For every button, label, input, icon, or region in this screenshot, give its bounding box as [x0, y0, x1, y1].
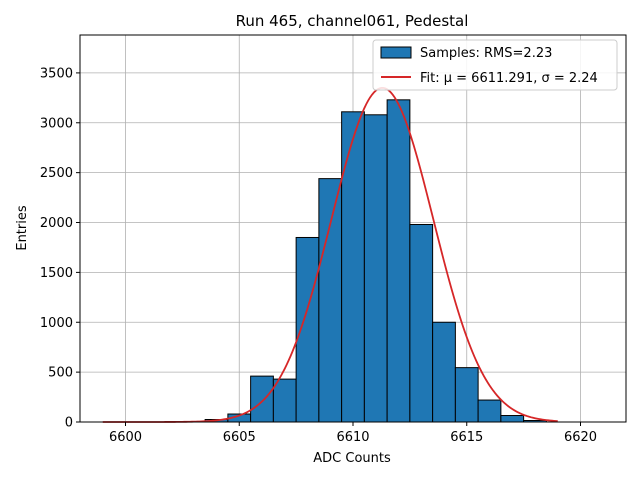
y-tick-label: 0 [65, 416, 73, 431]
histogram-bar [500, 415, 525, 423]
y-axis-label: Entries [15, 205, 30, 251]
x-tick-label: 6620 [564, 430, 597, 445]
x-tick-label: 6600 [109, 430, 142, 445]
histogram-bar [386, 99, 411, 423]
y-tick-label: 2000 [40, 216, 73, 231]
legend: Samples: RMS=2.23 Fit: μ = 6611.291, σ =… [372, 39, 618, 91]
histogram-bar [409, 224, 434, 423]
histogram-bar [341, 111, 365, 423]
x-axis-label: ADC Counts [313, 451, 391, 466]
histogram-bar [318, 178, 343, 423]
histogram-bar [363, 114, 388, 423]
legend-swatch-samples [380, 46, 412, 59]
y-tick-label: 3500 [40, 66, 73, 81]
histogram-bar [250, 375, 274, 423]
ticks-layer: 6600 6605 6610 6615 6620 0 500 1000 1500 2000 2500… [40, 66, 597, 445]
y-tick-label: 2500 [40, 166, 73, 181]
x-tick-label: 6615 [450, 430, 483, 445]
histogram-bar [272, 378, 297, 423]
histogram-bar [295, 236, 320, 423]
y-tick-label: 3000 [40, 116, 73, 131]
histogram-bar [454, 367, 479, 423]
x-tick-label: 6610 [336, 430, 369, 445]
histogram-bar [432, 321, 456, 423]
x-tick-label: 6605 [223, 430, 256, 445]
bars-layer [204, 99, 547, 423]
legend-label-samples: Samples: RMS=2.23 [420, 46, 552, 61]
legend-label-fit: Fit: μ = 6611.291, σ = 2.24 [420, 71, 598, 86]
y-tick-label: 1000 [40, 316, 73, 331]
y-tick-label: 1500 [40, 266, 73, 281]
y-tick-label: 500 [48, 366, 73, 381]
legend-box [372, 39, 618, 91]
chart-title: Run 465, channel061, Pedestal [236, 12, 469, 30]
histogram-bar [477, 399, 502, 423]
